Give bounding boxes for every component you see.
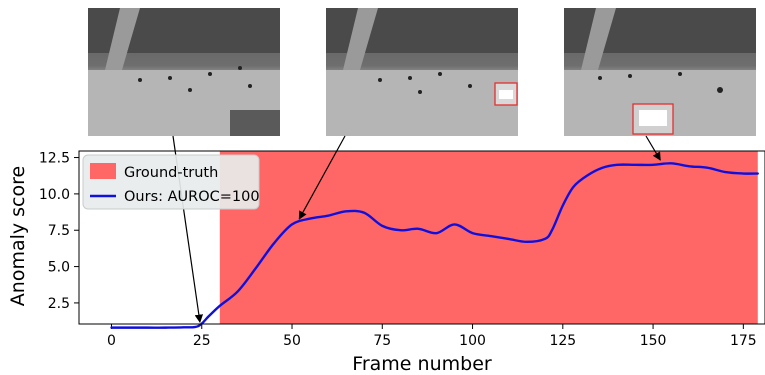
x-tick-label: 100 [459,333,486,349]
annotation-arrow-3 [645,135,661,161]
y-tick-label: 7.5 [48,223,70,239]
thumbnail-image-1 [88,8,280,136]
legend-frame [82,154,260,210]
x-axis-label: Frame number [352,353,492,375]
y-tick-label: 5.0 [48,260,70,276]
x-tick-label: 75 [373,333,391,349]
y-tick-label: 12.5 [39,151,70,167]
legend-swatch-ground-truth [90,163,116,179]
annotation-arrow-2 [298,135,346,220]
y-tick-label: 2.5 [48,296,70,312]
x-tick-label: 150 [640,333,667,349]
x-tick-label: 0 [107,333,116,349]
legend: Ground-truth Ours: AUROC=100 [82,154,260,210]
legend-label-ground-truth: Ground-truth [124,165,218,181]
y-axis-label: Anomaly score [7,166,29,306]
axis-ticks: 0 25 50 75 100 125 150 175 2.5 5.0 7.5 10.0 12.5 [39,151,757,349]
x-tick-label: 175 [730,333,757,349]
thumbnail-image-2 [326,8,518,136]
ground-truth-band [219,151,758,324]
x-tick-label: 25 [193,333,211,349]
x-tick-label: 125 [549,333,576,349]
y-tick-label: 10.0 [39,187,70,203]
series-line-ours [110,162,759,329]
plot-area: 0 25 50 75 100 125 150 175 2.5 5.0 7.5 10.0 12.5 [39,150,765,349]
thumbnail-image-3 [564,8,756,136]
axes-frame [78,150,765,325]
legend-label-ours: Ours: AUROC=100 [124,189,260,205]
x-tick-label: 50 [283,333,301,349]
